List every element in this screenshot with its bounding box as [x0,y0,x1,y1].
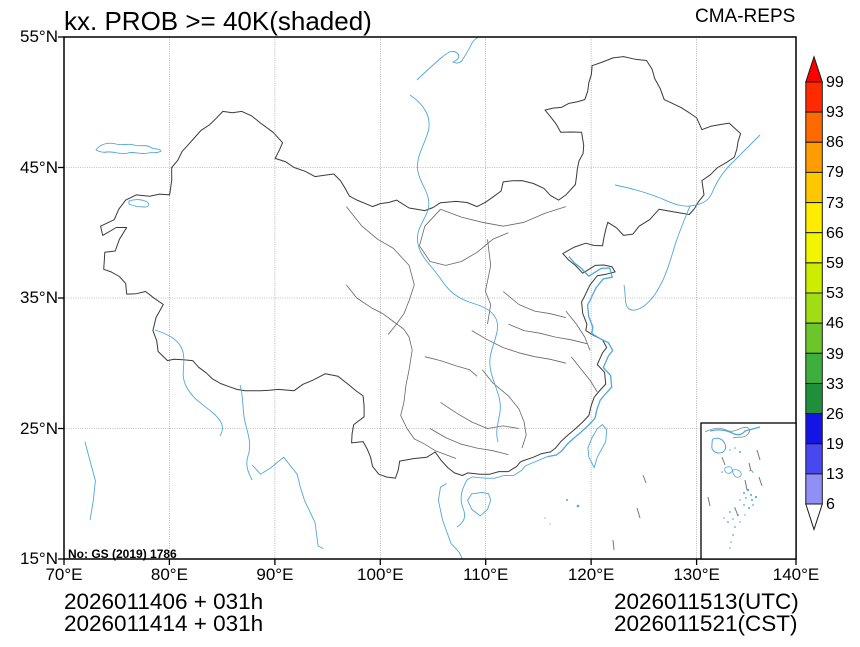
svg-text:26: 26 [826,406,844,423]
svg-text:73: 73 [826,195,844,212]
svg-text:33: 33 [826,376,844,393]
svg-text:79: 79 [826,164,844,181]
svg-text:19: 19 [826,436,844,453]
svg-text:39: 39 [826,346,844,363]
svg-text:53: 53 [826,285,844,302]
svg-text:13: 13 [826,466,844,483]
svg-text:6: 6 [826,496,835,513]
svg-text:59: 59 [826,255,844,272]
svg-text:66: 66 [826,225,844,242]
svg-text:46: 46 [826,315,844,332]
svg-text:86: 86 [826,134,844,151]
svg-text:93: 93 [826,104,844,121]
svg-text:99: 99 [826,74,844,91]
